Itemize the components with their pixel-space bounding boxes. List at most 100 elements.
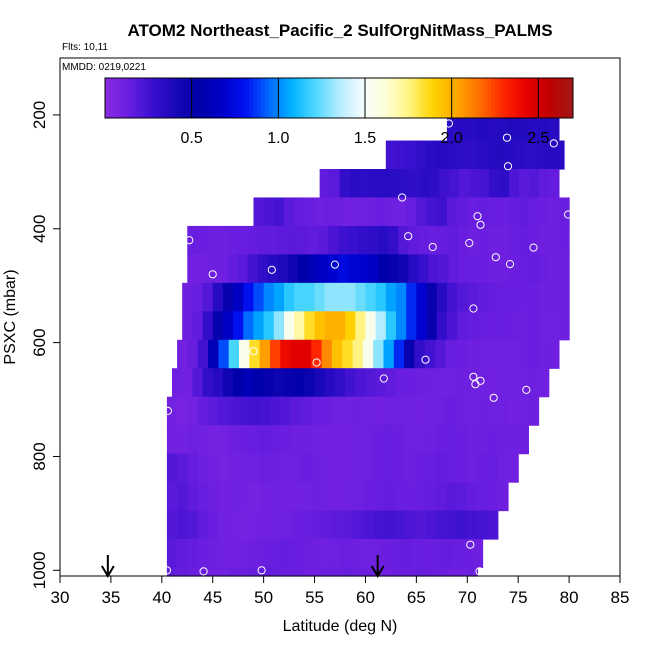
colorbar-segment bbox=[491, 78, 496, 118]
heatmap-cell bbox=[166, 482, 178, 512]
heatmap-cell bbox=[287, 254, 299, 284]
observation-point bbox=[257, 566, 266, 575]
heatmap-cell bbox=[177, 425, 189, 455]
heatmap-cell bbox=[259, 425, 271, 455]
observation-point bbox=[473, 212, 482, 221]
heatmap-cell bbox=[383, 453, 395, 483]
heatmap-cell bbox=[249, 567, 261, 577]
heatmap-cell bbox=[466, 510, 478, 540]
colorbar-segment bbox=[284, 78, 289, 118]
heatmap-cell bbox=[375, 311, 387, 341]
heatmap-cell bbox=[187, 339, 199, 369]
heatmap-cell bbox=[304, 197, 316, 227]
heatmap-cell bbox=[415, 567, 427, 577]
heatmap-cell bbox=[446, 311, 458, 341]
observation-point bbox=[208, 270, 217, 279]
heatmap-cell bbox=[509, 169, 520, 199]
heatmap-cell bbox=[284, 197, 295, 227]
heatmap-cell bbox=[187, 539, 199, 569]
heatmap-cell bbox=[468, 254, 480, 284]
heatmap-cell bbox=[182, 282, 193, 312]
heatmap-cell bbox=[290, 339, 302, 369]
heatmap-cell bbox=[342, 482, 354, 512]
colorbar-segment bbox=[428, 78, 434, 118]
heatmap-cell bbox=[468, 225, 480, 255]
colorbar-segment bbox=[307, 78, 313, 118]
y-tick-label: 800 bbox=[30, 442, 49, 470]
observation-point bbox=[466, 540, 475, 549]
heatmap-cell bbox=[253, 311, 265, 341]
observation-point bbox=[428, 242, 437, 252]
heatmap-cell bbox=[497, 368, 509, 398]
colorbar-segment bbox=[214, 78, 219, 118]
heatmap-cell bbox=[208, 567, 220, 577]
heatmap-cell bbox=[459, 169, 470, 199]
x-tick-label: 60 bbox=[356, 588, 375, 607]
colorbar-segment bbox=[440, 78, 445, 118]
heatmap-cell bbox=[218, 482, 230, 512]
heatmap-cell bbox=[404, 482, 416, 512]
heatmap-cell bbox=[243, 368, 255, 398]
heatmap-cell bbox=[458, 254, 470, 284]
heatmap-cell bbox=[528, 311, 540, 341]
heatmap-cell bbox=[273, 282, 285, 312]
colorbar-segment bbox=[315, 78, 320, 118]
x-tick-label: 45 bbox=[203, 588, 222, 607]
heatmap-cell bbox=[322, 567, 334, 577]
heatmap-cell bbox=[172, 368, 183, 398]
heatmap-cell bbox=[270, 510, 282, 540]
heatmap-cell bbox=[249, 510, 261, 540]
heatmap-cell bbox=[398, 225, 409, 255]
colorbar-segment bbox=[183, 78, 188, 118]
heatmap-cell bbox=[467, 197, 479, 227]
heatmap-cell bbox=[166, 396, 178, 426]
heatmap-cell bbox=[538, 254, 550, 284]
heatmap-cell bbox=[458, 225, 470, 255]
heatmap-cell bbox=[304, 368, 316, 398]
colorbar-segment bbox=[420, 78, 426, 118]
observation-point bbox=[162, 566, 171, 575]
heatmap-cell bbox=[385, 197, 397, 227]
x-tick-label: 70 bbox=[458, 588, 477, 607]
heatmap-cell bbox=[277, 225, 289, 255]
heatmap-cell bbox=[487, 368, 499, 398]
heatmap-cell bbox=[311, 453, 323, 483]
heatmap-cell bbox=[528, 254, 540, 284]
heatmap-cell bbox=[487, 482, 499, 512]
heatmap-cell bbox=[446, 282, 458, 312]
heatmap-cell bbox=[270, 567, 282, 577]
heatmap-cell bbox=[317, 225, 329, 255]
heatmap-cell bbox=[466, 396, 478, 426]
colorbar-segment bbox=[140, 78, 145, 118]
heatmap-cell bbox=[217, 254, 229, 284]
heatmap-cell bbox=[426, 282, 438, 312]
x-tick-label: 30 bbox=[51, 588, 70, 607]
colorbar-tick-label: 2.0 bbox=[441, 130, 463, 147]
heatmap-cell bbox=[337, 225, 349, 255]
heatmap-cell bbox=[497, 453, 509, 483]
heatmap-cell bbox=[478, 225, 490, 255]
colorbar-segment bbox=[136, 78, 141, 118]
heatmap-cell bbox=[257, 254, 269, 284]
heatmap-cell bbox=[218, 396, 230, 426]
heatmap-cell bbox=[472, 539, 484, 569]
heatmap-cell bbox=[177, 567, 189, 577]
colorbar-segment bbox=[186, 78, 192, 118]
heatmap-cell bbox=[197, 567, 209, 577]
heatmap-cell bbox=[404, 396, 416, 426]
colorbar-segment bbox=[167, 78, 172, 118]
heatmap-cell bbox=[484, 140, 496, 170]
y-axis-label: PSXC (mbar) bbox=[2, 269, 19, 364]
heatmap-cell bbox=[321, 339, 333, 369]
heatmap-cell bbox=[321, 425, 333, 455]
heatmap-cell bbox=[408, 254, 419, 284]
heatmap-cell bbox=[202, 282, 214, 312]
heatmap-cell bbox=[348, 225, 359, 255]
heatmap-cell bbox=[436, 311, 448, 341]
heatmap-cell bbox=[456, 425, 467, 455]
heatmap-cell bbox=[404, 453, 416, 483]
observation-point bbox=[469, 372, 478, 381]
heatmap-cell bbox=[197, 510, 209, 540]
colorbar-segment bbox=[374, 78, 379, 118]
colorbar-segment bbox=[171, 78, 176, 118]
